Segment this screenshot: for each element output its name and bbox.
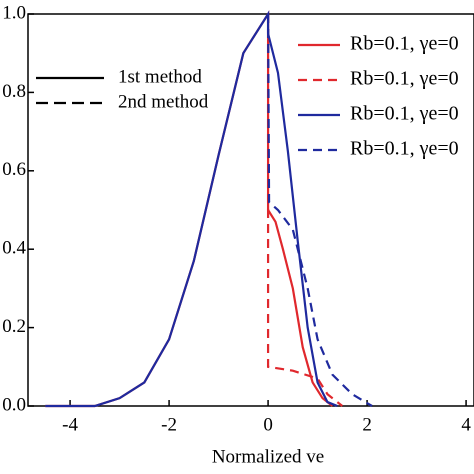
y-tick-label: 0.6 bbox=[2, 159, 26, 180]
y-tick-label: 0.4 bbox=[2, 238, 26, 259]
y-tick-label: 1.0 bbox=[2, 2, 26, 23]
legend-label: Rb=0.1, γe=0 bbox=[350, 103, 459, 125]
x-tick-label: 2 bbox=[362, 414, 372, 435]
series-line bbox=[266, 14, 344, 407]
x-axis-label: Normalized ve bbox=[212, 446, 324, 467]
x-tick-label: 4 bbox=[461, 414, 471, 435]
legend-label: 1st method bbox=[118, 66, 202, 87]
y-tick-label: 0.0 bbox=[2, 394, 26, 415]
x-tick-label: -4 bbox=[62, 414, 78, 435]
legend-label: 2nd method bbox=[118, 91, 209, 112]
plot-frame bbox=[27, 13, 474, 407]
legend-label: Rb=0.1, γe=0 bbox=[350, 138, 459, 160]
y-tick-label: 0.8 bbox=[2, 81, 26, 102]
x-tick-label: -2 bbox=[161, 414, 177, 435]
x-tick-label: 0 bbox=[263, 414, 273, 435]
series-line bbox=[266, 13, 373, 407]
y-tick-label: 0.2 bbox=[2, 316, 26, 337]
legend-label: Rb=0.1, γe=0 bbox=[350, 33, 459, 55]
series-line bbox=[45, 10, 338, 408]
legend-label: Rb=0.1, γe=0 bbox=[350, 68, 459, 90]
